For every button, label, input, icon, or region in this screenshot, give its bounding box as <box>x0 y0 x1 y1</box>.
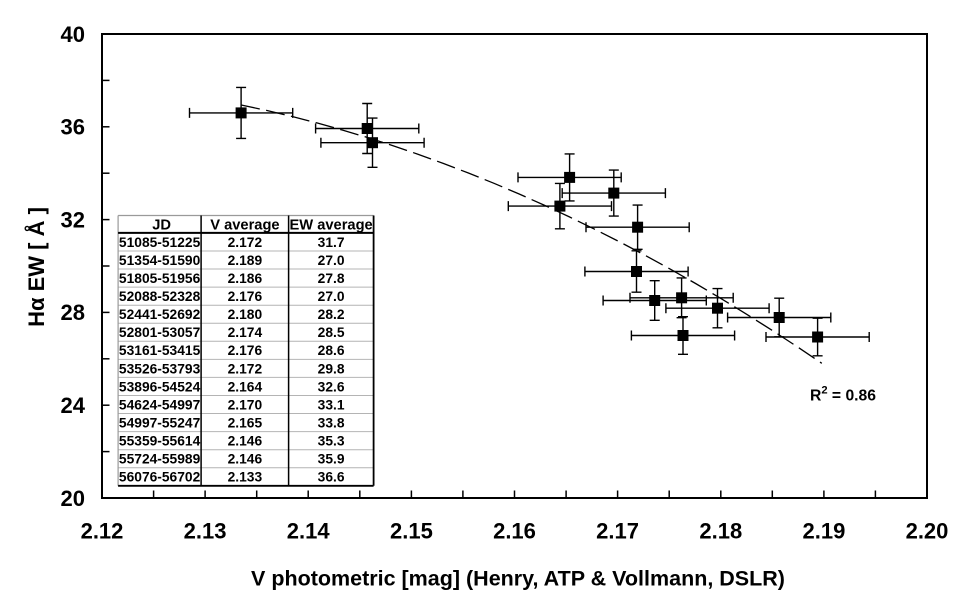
svg-text:2.172: 2.172 <box>228 361 263 376</box>
svg-text:2.170: 2.170 <box>228 397 263 412</box>
svg-text:29.8: 29.8 <box>318 361 345 376</box>
svg-text:2.186: 2.186 <box>228 271 263 286</box>
svg-text:2.165: 2.165 <box>228 416 263 431</box>
svg-text:2.13: 2.13 <box>184 519 227 544</box>
svg-text:33.8: 33.8 <box>318 416 345 431</box>
svg-text:2.180: 2.180 <box>228 307 263 322</box>
svg-text:55724-55989: 55724-55989 <box>119 452 201 467</box>
svg-text:2.176: 2.176 <box>228 343 263 358</box>
svg-text:2.176: 2.176 <box>228 289 263 304</box>
svg-text:54997-55247: 54997-55247 <box>119 416 201 431</box>
svg-text:28.6: 28.6 <box>318 343 345 358</box>
svg-text:EW average: EW average <box>289 217 372 233</box>
svg-text:27.8: 27.8 <box>318 271 345 286</box>
svg-text:36: 36 <box>61 115 85 140</box>
svg-text:Hα EW [ Å ]: Hα EW [ Å ] <box>23 207 49 327</box>
svg-text:27.0: 27.0 <box>318 289 345 304</box>
svg-text:35.3: 35.3 <box>318 434 345 449</box>
svg-text:52801-53057: 52801-53057 <box>119 325 201 340</box>
svg-text:51354-51590: 51354-51590 <box>119 253 201 268</box>
svg-text:2.16: 2.16 <box>493 519 536 544</box>
svg-text:33.1: 33.1 <box>318 397 345 412</box>
svg-text:2.14: 2.14 <box>287 519 331 544</box>
svg-text:2.174: 2.174 <box>228 325 263 340</box>
svg-text:2.189: 2.189 <box>228 253 263 268</box>
svg-text:51805-51956: 51805-51956 <box>119 271 201 286</box>
svg-text:28.2: 28.2 <box>318 307 345 322</box>
svg-text:35.9: 35.9 <box>318 452 345 467</box>
svg-text:2.15: 2.15 <box>390 519 433 544</box>
svg-text:52088-52328: 52088-52328 <box>119 289 201 304</box>
svg-text:2.146: 2.146 <box>228 452 263 467</box>
svg-text:2.19: 2.19 <box>802 519 845 544</box>
svg-text:2.146: 2.146 <box>228 434 263 449</box>
svg-text:53896-54524: 53896-54524 <box>119 379 201 394</box>
svg-text:32.6: 32.6 <box>318 379 345 394</box>
svg-text:54624-54997: 54624-54997 <box>119 397 201 412</box>
svg-text:JD: JD <box>152 217 171 233</box>
svg-text:53161-53415: 53161-53415 <box>119 343 201 358</box>
svg-text:2.172: 2.172 <box>228 235 263 250</box>
svg-text:V photometric [mag] (Henry, AT: V photometric [mag] (Henry, ATP & Vollma… <box>251 567 785 591</box>
svg-text:52441-52692: 52441-52692 <box>119 307 201 322</box>
svg-text:40: 40 <box>61 22 85 47</box>
svg-text:55359-55614: 55359-55614 <box>119 434 201 449</box>
svg-text:56076-56702: 56076-56702 <box>119 470 201 485</box>
svg-text:2.12: 2.12 <box>81 519 124 544</box>
svg-text:53526-53793: 53526-53793 <box>119 361 201 376</box>
svg-text:51085-51225: 51085-51225 <box>119 235 201 250</box>
svg-text:32: 32 <box>61 207 85 232</box>
svg-text:27.0: 27.0 <box>318 253 345 268</box>
svg-text:2.17: 2.17 <box>596 519 639 544</box>
svg-text:28.5: 28.5 <box>318 325 345 340</box>
svg-text:36.6: 36.6 <box>318 470 345 485</box>
svg-text:2.133: 2.133 <box>228 470 263 485</box>
svg-text:2.20: 2.20 <box>906 519 949 544</box>
svg-text:2.18: 2.18 <box>699 519 742 544</box>
svg-text:31.7: 31.7 <box>318 235 345 250</box>
svg-text:28: 28 <box>61 300 85 325</box>
svg-text:R2 = 0.86: R2 = 0.86 <box>810 385 876 405</box>
svg-text:V average: V average <box>210 217 279 233</box>
svg-text:20: 20 <box>61 486 85 511</box>
svg-text:2.164: 2.164 <box>228 379 263 394</box>
svg-text:24: 24 <box>61 393 86 418</box>
